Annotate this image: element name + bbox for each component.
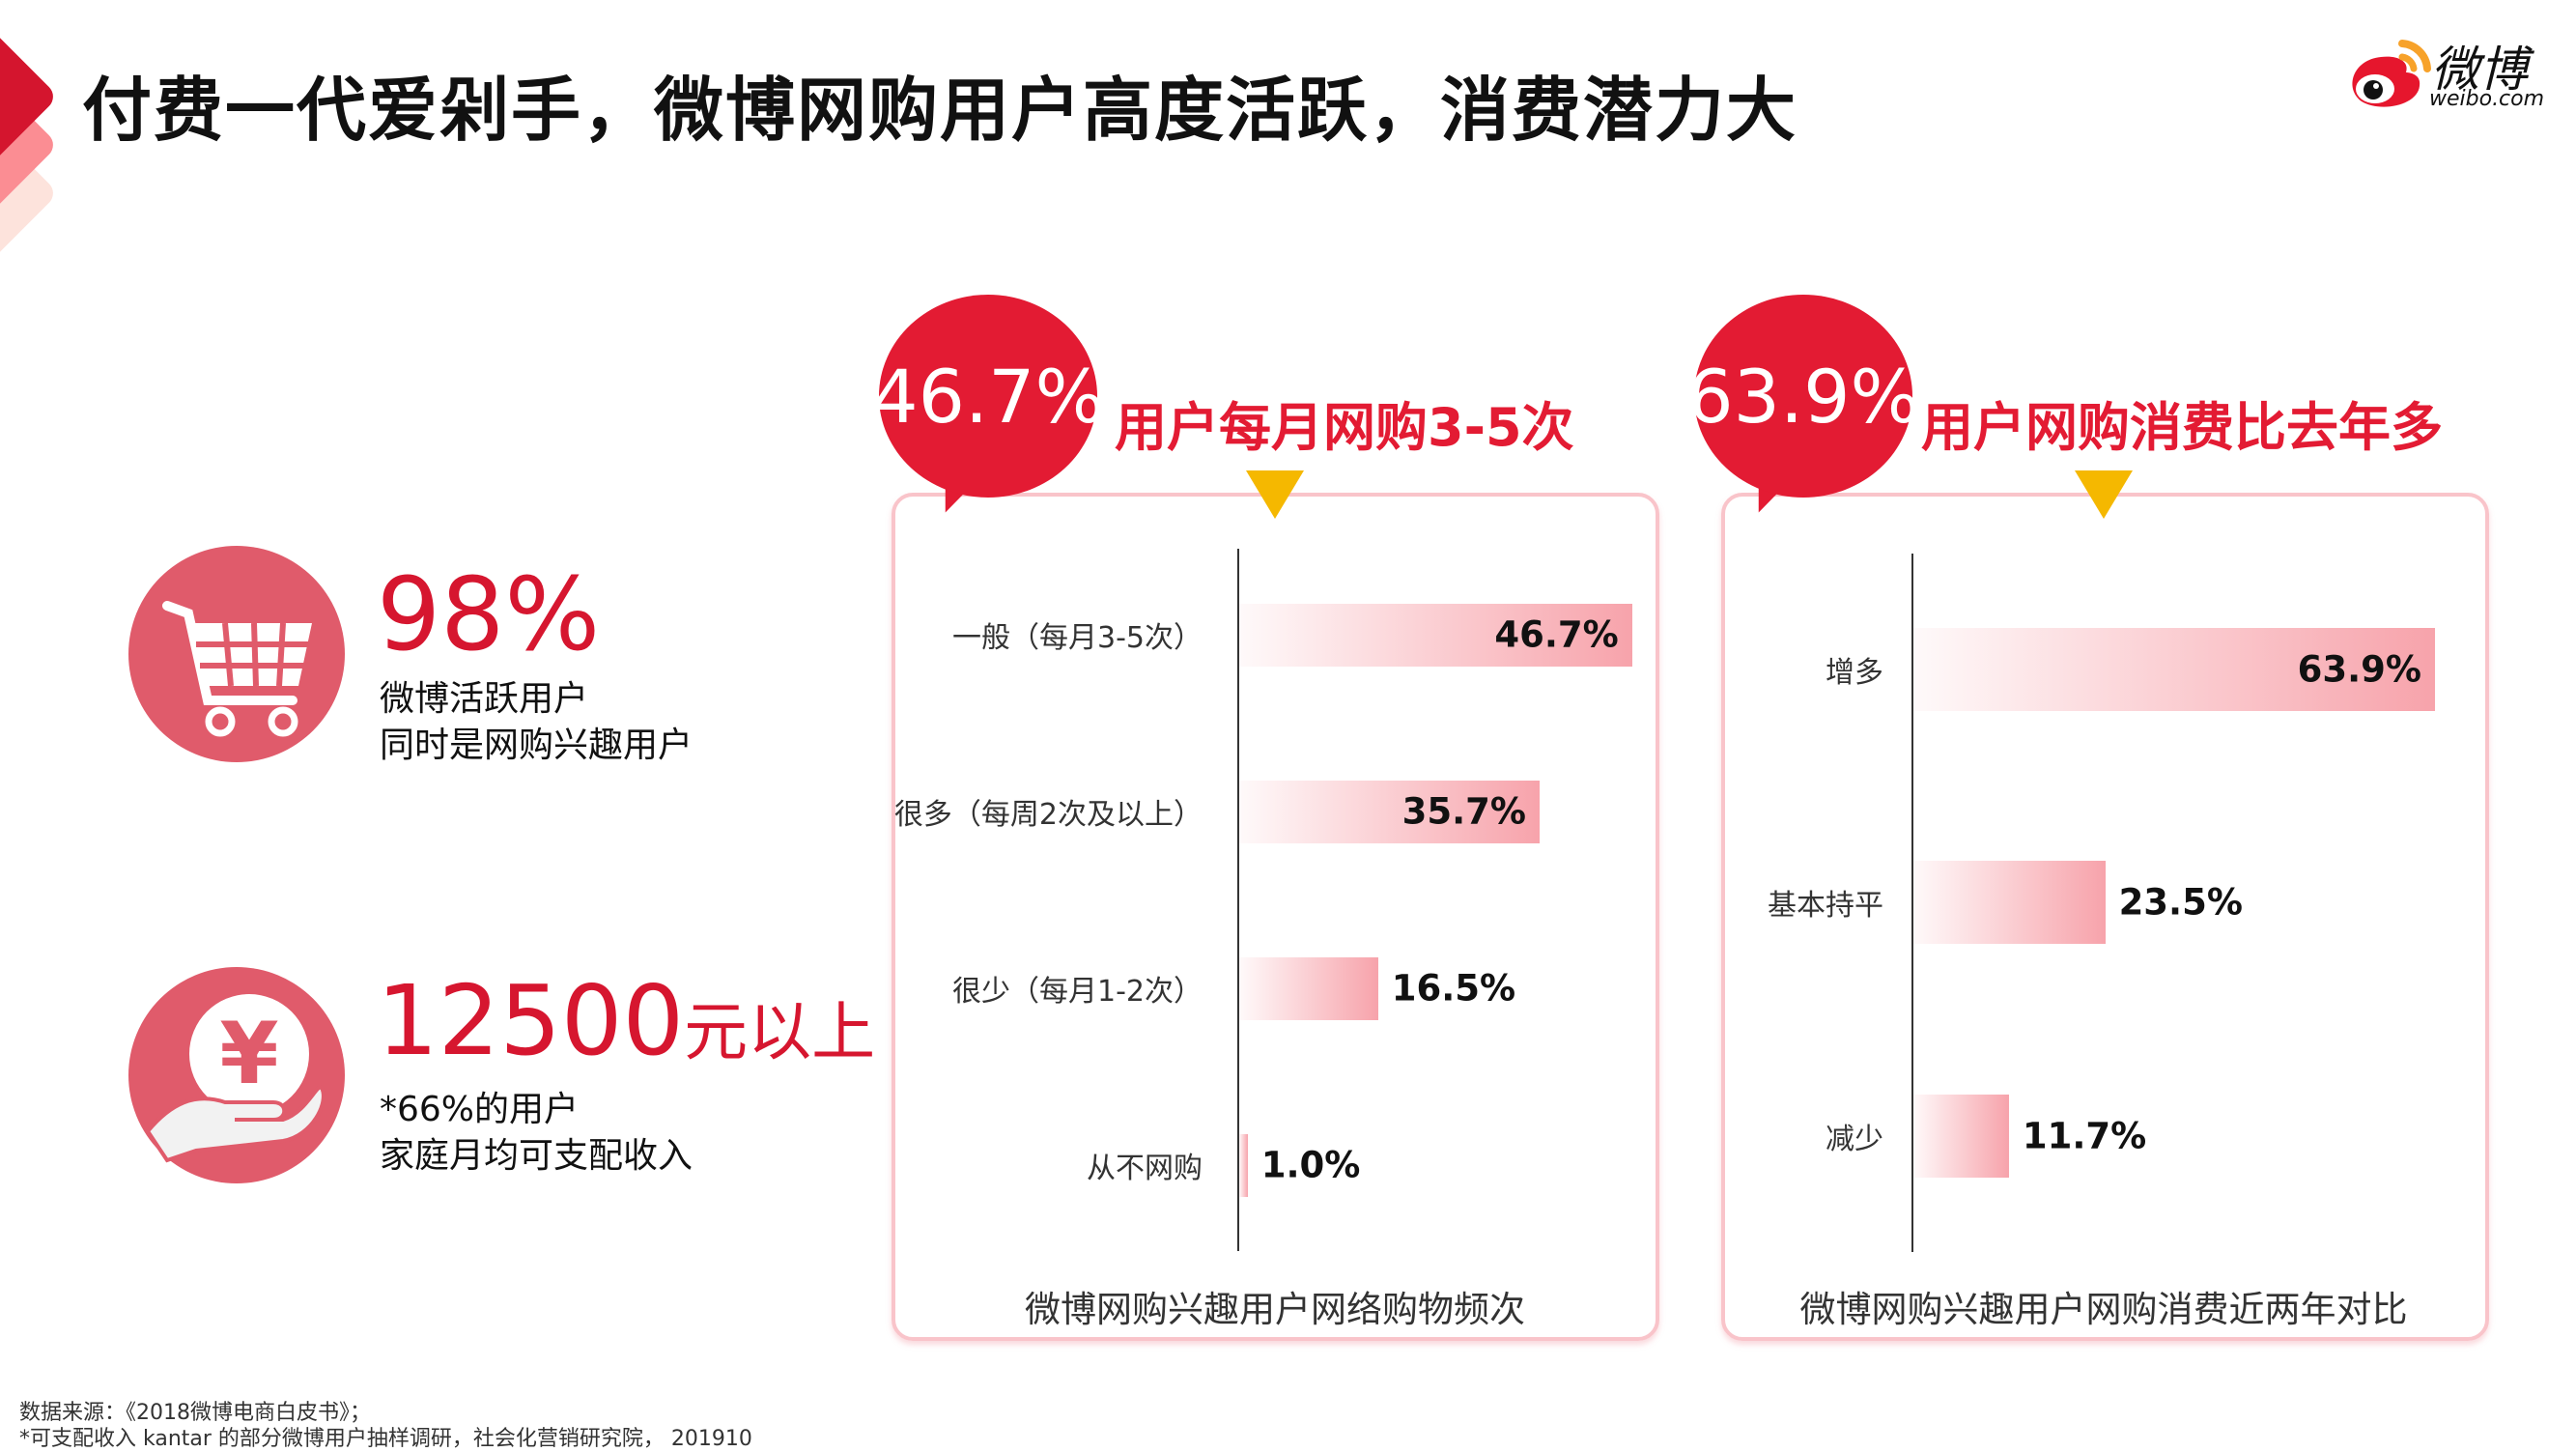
chart1-bar bbox=[1239, 603, 1632, 667]
chart2-bar bbox=[1913, 628, 2435, 711]
stat-income-desc: *66%的用户 家庭月均可支配收入 bbox=[380, 1087, 693, 1180]
chart1-category-label: 很少（每月1-2次） bbox=[952, 975, 1203, 1009]
chart1-value-label: 16.5% bbox=[1391, 967, 1516, 1010]
page-title: 付费一代爱剁手，微博网购用户高度活跃，消费潜力大 bbox=[82, 70, 1798, 151]
yen-hand-icon: ¥ bbox=[145, 994, 326, 1163]
stat-active-value: 98% bbox=[377, 555, 601, 673]
shopping-cart-icon bbox=[162, 601, 312, 737]
marker-triangle-2 bbox=[2075, 470, 2133, 519]
chart1-axis bbox=[1237, 549, 1239, 1251]
headline-frequency: 用户每月网购3-5次 bbox=[1115, 397, 1574, 458]
weibo-eye-icon bbox=[2352, 40, 2431, 107]
chart2-bar bbox=[1913, 861, 2106, 944]
stat-active-desc: 微博活跃用户 同时是网购兴趣用户 bbox=[380, 676, 693, 769]
logo-text: 微博 bbox=[2431, 42, 2528, 98]
chart2-bar bbox=[1913, 1095, 2009, 1178]
chart1-category-label: 很多（每周2次及以上） bbox=[893, 798, 1203, 832]
chart2-category-label: 基本持平 bbox=[1768, 889, 1883, 923]
chart2-caption: 微博网购兴趣用户网购消费近两年对比 bbox=[1799, 1289, 2408, 1330]
marker-triangle-1 bbox=[1246, 470, 1304, 519]
income-unit: 元以上 bbox=[684, 995, 876, 1069]
headline-spending: 用户网购消费比去年多 bbox=[1921, 397, 2443, 458]
chart1-value-label: 1.0% bbox=[1260, 1144, 1361, 1186]
chart1-bar bbox=[1239, 956, 1378, 1020]
chart1-caption: 微博网购兴趣用户网络购物频次 bbox=[1025, 1289, 1525, 1330]
chart1-category-label: 从不网购 bbox=[1087, 1152, 1203, 1185]
stat-income-value: 12500元以上 bbox=[377, 964, 875, 1077]
chart1-bar bbox=[1239, 780, 1540, 843]
footer-source: 数据来源：《2018微博电商白皮书》； bbox=[19, 1401, 371, 1425]
bubble-frequency: 46.7% bbox=[871, 295, 1105, 498]
income-circle: ¥ bbox=[128, 967, 345, 1183]
chart1-category-label: 一般（每月3-5次） bbox=[952, 621, 1203, 655]
chart1-bar bbox=[1239, 1133, 1248, 1197]
chart2-value-label: 63.9% bbox=[2297, 648, 2421, 691]
bubble-spending: 63.9% bbox=[1686, 295, 1920, 498]
chart2-value-label: 23.5% bbox=[2118, 881, 2243, 924]
stat-income-line1: *66%的用户 bbox=[380, 1090, 580, 1129]
stat-active-line1: 微博活跃用户 bbox=[380, 679, 589, 719]
logo-url: weibo.com bbox=[2429, 87, 2545, 111]
stat-active-line2: 同时是网购兴趣用户 bbox=[380, 726, 694, 765]
chart2-category-label: 减少 bbox=[1826, 1123, 1883, 1156]
weibo-logo: 微博 weibo.com bbox=[2342, 31, 2555, 113]
stat-income-line2: 家庭月均可支配收入 bbox=[380, 1136, 694, 1176]
chart2-value-label: 11.7% bbox=[2022, 1115, 2147, 1157]
chart2-category-label: 增多 bbox=[1826, 656, 1883, 690]
income-number: 12500 bbox=[377, 964, 685, 1077]
svg-text:¥: ¥ bbox=[219, 1004, 278, 1103]
cart-circle bbox=[128, 546, 345, 762]
chart1-value-label: 46.7% bbox=[1494, 613, 1619, 656]
chart2-axis bbox=[1911, 554, 1913, 1252]
chart1-value-label: 35.7% bbox=[1401, 790, 1526, 833]
footer-note: *可支配收入 kantar 的部分微博用户抽样调研，社会化营销研究院， 2019… bbox=[19, 1427, 752, 1451]
